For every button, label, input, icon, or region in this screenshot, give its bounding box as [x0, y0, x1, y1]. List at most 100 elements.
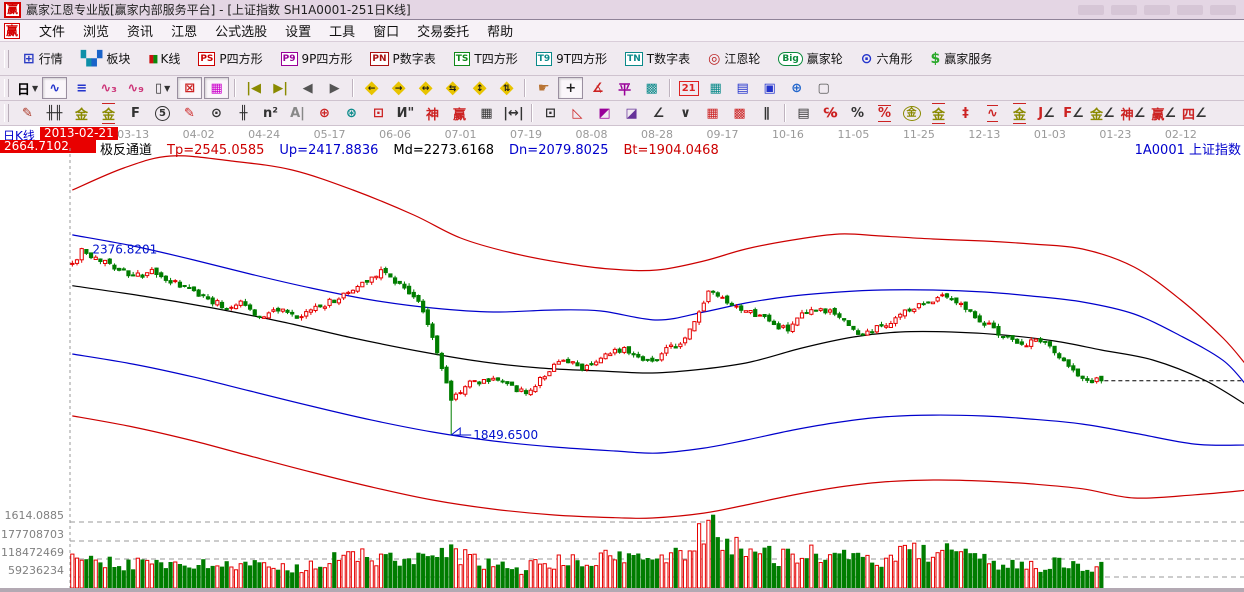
compress-horizontal-button[interactable]: ◆ ⇆: [440, 77, 465, 99]
expand-horizontal-button[interactable]: ◆ ↔: [413, 77, 438, 99]
band-overlay-button[interactable]: ∿: [42, 77, 68, 99]
info-list-button[interactable]: ≡: [69, 77, 94, 99]
titlebar-button[interactable]: [1078, 4, 1104, 15]
calendar-button[interactable]: 21: [676, 77, 701, 99]
last-page-button[interactable]: ▶|: [268, 77, 293, 99]
fan-square-tool-button[interactable]: ◩: [592, 102, 617, 124]
gold-band-tool-button[interactable]: 金: [1007, 102, 1032, 124]
crosshair-button[interactable]: +: [558, 77, 584, 99]
menu-formula-stock-pick[interactable]: 公式选股: [215, 25, 268, 40]
four-angle-tool-button[interactable]: 四 ∠: [1180, 102, 1209, 124]
angle-measure-button[interactable]: ∡: [585, 77, 610, 99]
toolbar-grip[interactable]: [4, 49, 9, 68]
grid-123-tool-button[interactable]: ▦: [474, 102, 499, 124]
ying-angle-tool-button[interactable]: 赢 ∠: [1149, 102, 1178, 124]
toolbar-item-winner-service[interactable]: $ 赢家服务: [922, 46, 1002, 72]
gold-angle-tool-button[interactable]: 金 ∠: [1088, 102, 1117, 124]
save-button[interactable]: ▣: [757, 77, 782, 99]
titlebar-button[interactable]: [1210, 4, 1236, 15]
map-square-button[interactable]: ▩: [639, 77, 664, 99]
calculator-button[interactable]: ▦: [703, 77, 728, 99]
candle-style-button[interactable]: ▯ ▼: [150, 77, 175, 99]
menu-window[interactable]: 窗口: [373, 25, 400, 40]
toolbar-item-p-number-table[interactable]: PN P数字表: [361, 46, 444, 72]
toolbar-grip[interactable]: [4, 104, 9, 122]
toolbar-item-hexagon[interactable]: ⊙ 六角形: [852, 46, 922, 72]
shen-angle-tool-button[interactable]: 神 ∠: [1119, 102, 1148, 124]
star-burst-tool-button[interactable]: ⊛: [339, 102, 364, 124]
toolbar-item-nine-p-square[interactable]: P9 9P四方形: [272, 46, 362, 72]
notes-button[interactable]: ▤: [730, 77, 755, 99]
parallel-lines-tool-button[interactable]: ∥: [754, 102, 779, 124]
toolbar-item-p-square[interactable]: PS P四方形: [189, 46, 271, 72]
toolbar-item-winner-wheel[interactable]: Big 赢家轮: [769, 46, 851, 72]
menu-news[interactable]: 资讯: [127, 25, 154, 40]
pen-knife-tool-button[interactable]: ✎: [15, 102, 40, 124]
menu-browse[interactable]: 浏览: [83, 25, 110, 40]
toolbar-item-t-square[interactable]: TS T四方形: [445, 46, 527, 72]
first-page-button[interactable]: |◀: [241, 77, 266, 99]
toolbar-item-sectors[interactable]: ▚▞ 板块: [72, 46, 140, 72]
n-square-tool-button[interactable]: n²: [258, 102, 283, 124]
menu-settings[interactable]: 设置: [285, 25, 312, 40]
toolbar-grip[interactable]: [4, 79, 9, 97]
gann-map-button[interactable]: ⊠: [177, 77, 203, 99]
percent-slash-tool-button[interactable]: ℅: [818, 102, 843, 124]
toolbar-item-t-number-table[interactable]: TN T数字表: [616, 46, 699, 72]
menu-help[interactable]: 帮助: [487, 25, 514, 40]
red-brush-tool-button[interactable]: ✎: [177, 102, 202, 124]
menu-tools[interactable]: 工具: [329, 25, 356, 40]
wave-9-button[interactable]: ∿₉: [123, 77, 148, 99]
time-cycle-tool-button[interactable]: ⊙: [204, 102, 229, 124]
toolbar-item-quotes[interactable]: ⊞ 行情: [14, 46, 72, 72]
comb-tool-2-button[interactable]: ╫: [231, 102, 256, 124]
shen-tool-button[interactable]: 神: [420, 102, 445, 124]
percent-tool-button[interactable]: %: [845, 102, 870, 124]
remote-pc-button[interactable]: ▢: [811, 77, 836, 99]
measure-pen-tool-button[interactable]: ‡: [953, 102, 978, 124]
square-star-tool-button[interactable]: ⊡: [366, 102, 391, 124]
ping-square-button[interactable]: 平: [612, 77, 637, 99]
menu-file[interactable]: 文件: [39, 25, 66, 40]
shift-left-button[interactable]: ◆ ←: [359, 77, 384, 99]
next-bar-button[interactable]: ▶: [322, 77, 347, 99]
percent-lines-tool-button[interactable]: %: [872, 102, 897, 124]
gann-fan-tool-button[interactable]: ◺: [565, 102, 590, 124]
kline-chart[interactable]: 2376.8201 1849.6500: [0, 148, 1244, 588]
angle-line-tool-button[interactable]: ∠: [646, 102, 671, 124]
period-selector-button[interactable]: 日 ▼: [15, 77, 40, 99]
prev-bar-button[interactable]: ◀: [295, 77, 320, 99]
bottom-scrollbar[interactable]: [0, 588, 1244, 592]
fan-square-tool-2-button[interactable]: ◪: [619, 102, 644, 124]
distribution-chart-button[interactable]: ▦: [204, 77, 230, 99]
spiral-5-tool-button[interactable]: 5: [150, 102, 175, 124]
shift-right-button[interactable]: ◆ →: [386, 77, 411, 99]
j-angle-tool-button[interactable]: J ∠: [1034, 102, 1059, 124]
menu-gann[interactable]: 江恩: [171, 25, 198, 40]
web-export-button[interactable]: ⊕: [784, 77, 809, 99]
gold-gate-tool-1-button[interactable]: 金: [69, 102, 94, 124]
titlebar-button[interactable]: [1177, 4, 1203, 15]
gold-lines-tool-button[interactable]: 金: [926, 102, 951, 124]
n-wave-tool-button[interactable]: И": [393, 102, 418, 124]
expand-vertical-button[interactable]: ◆ ↕: [467, 77, 492, 99]
span-arrows-tool-button[interactable]: |↔|: [501, 102, 526, 124]
toolbar-item-kline[interactable]: ▮▮ K线: [139, 46, 189, 72]
toolbar-item-gann-wheel[interactable]: ◎ 江恩轮: [699, 46, 769, 72]
box-frame-tool-button[interactable]: ⊡: [538, 102, 563, 124]
red-grid-tool-2-button[interactable]: ▩: [727, 102, 752, 124]
ying-tool-button[interactable]: 赢: [447, 102, 472, 124]
mirror-line-tool-button[interactable]: A|: [285, 102, 310, 124]
red-grid-tool-button[interactable]: ▦: [700, 102, 725, 124]
comb-grid-tool-button[interactable]: ╫╫: [42, 102, 67, 124]
compress-vertical-button[interactable]: ◆ ⇅: [494, 77, 519, 99]
wave-3-button[interactable]: ∿₃: [96, 77, 121, 99]
f-angle-tool-button[interactable]: F ∠: [1061, 102, 1086, 124]
ruler-list-tool-button[interactable]: ▤: [791, 102, 816, 124]
titlebar-button[interactable]: [1144, 4, 1170, 15]
toolbar-item-nine-t-square[interactable]: T9 9T四方形: [527, 46, 616, 72]
gold-gate-tool-2-button[interactable]: 金: [96, 102, 121, 124]
titlebar-button[interactable]: [1111, 4, 1137, 15]
ab-wave-tool-button[interactable]: ∿: [980, 102, 1005, 124]
f-grid-tool-button[interactable]: F: [123, 102, 148, 124]
